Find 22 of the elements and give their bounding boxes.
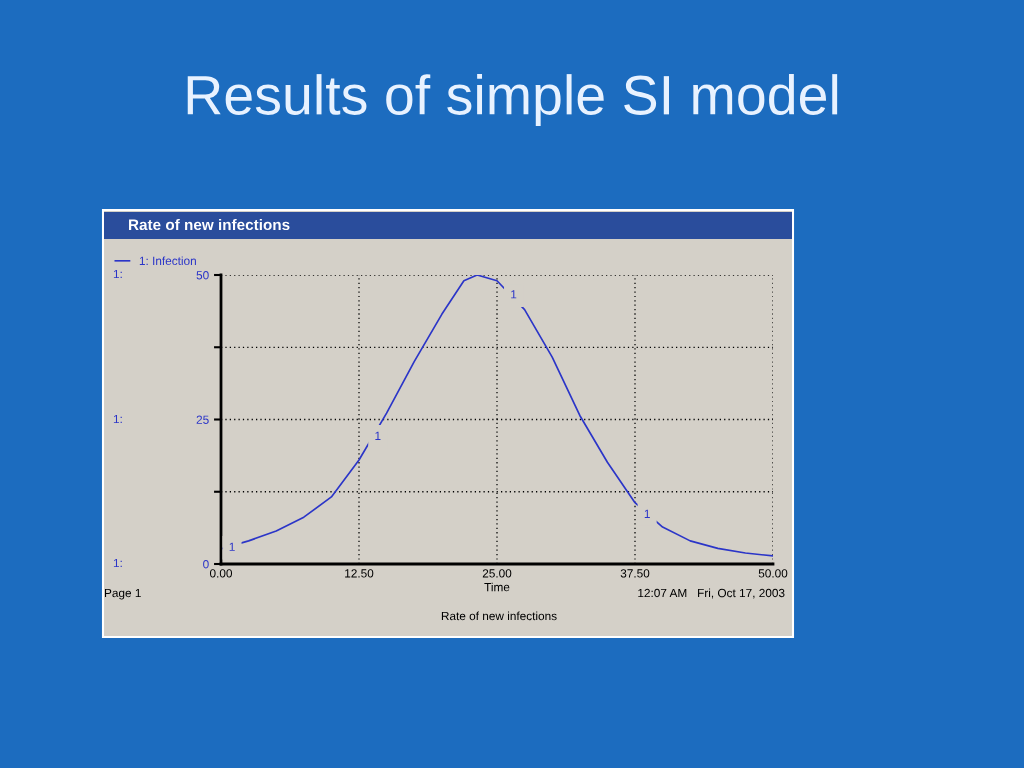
x-tick-label: 25.00 (482, 569, 512, 578)
annotation: 1 (644, 509, 650, 518)
annotation: 1 (511, 290, 517, 299)
x-tick-label: 12.50 (345, 569, 374, 578)
y-tick-label: 25 (196, 415, 209, 424)
text: 1: (113, 414, 122, 424)
x-axis-title: Time (484, 582, 510, 592)
chart-title: Results of simple SI model (187, 74, 838, 126)
y-tick-label: 0 (203, 560, 209, 569)
x-tick-label: 37.50 (620, 569, 650, 578)
legend-label: 1: Infection (139, 256, 196, 266)
text: 1: (113, 558, 122, 568)
annotation: 1 (375, 431, 381, 440)
text: 1: (113, 269, 122, 279)
text: Page 1 (104, 588, 141, 600)
y-tick-label: 50 (196, 271, 209, 280)
text: 12:07 AM Fri, Oct 17, 2003 (638, 588, 785, 599)
annotation: 1 (229, 542, 235, 551)
x-tick-label: 0.00 (209, 569, 233, 578)
text: Rate of new infections (441, 611, 557, 621)
chart-subtitle: Rate of new infections (129, 218, 290, 231)
x-tick-label: 50.00 (758, 569, 788, 578)
